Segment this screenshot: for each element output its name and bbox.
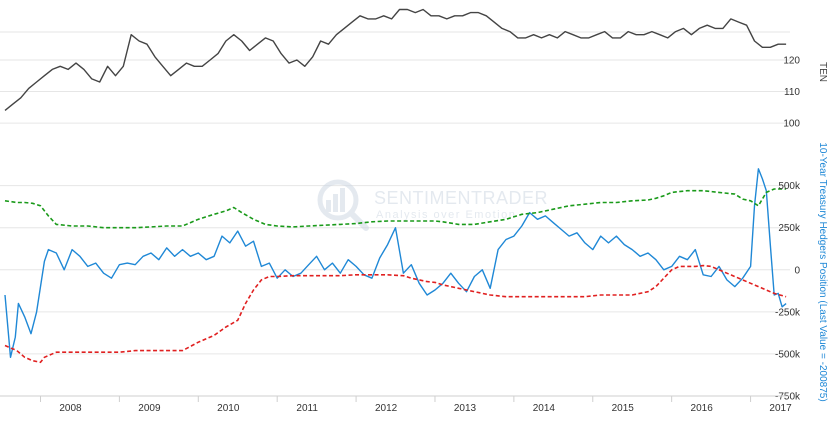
top-tick-label: 120 <box>783 55 800 66</box>
x-tick-label: 2009 <box>138 403 161 414</box>
watermark-logo-icon <box>317 179 369 231</box>
top-series-ten <box>4 8 787 111</box>
bottom-tick-label: 250k <box>778 223 801 234</box>
watermark-title: SENTIMENTRADER <box>374 188 548 208</box>
x-tick-label: 2011 <box>296 403 318 414</box>
bottom-tick-label: 500k <box>778 181 801 192</box>
top-tick-label: 110 <box>784 87 800 98</box>
x-tick-label: 2012 <box>375 403 398 414</box>
watermark: SENTIMENTRADER Analysis over Emotion <box>317 179 548 231</box>
bottom-tick-label: -500k <box>775 349 801 360</box>
bottom-tick-label: -250k <box>775 307 801 318</box>
bottom-tick-label: 0 <box>794 265 800 276</box>
top-axis-title: TEN <box>817 62 828 82</box>
bottom-series-upper-band <box>4 188 787 229</box>
x-tick-label: 2016 <box>691 403 714 414</box>
bottom-tick-label: -750k <box>775 392 801 403</box>
x-tick-label: 2017 <box>769 403 792 414</box>
bottom-series-hedgers <box>4 168 787 358</box>
bottom-axis-title: 10-Year Treasury Hedgers Position (Last … <box>817 142 828 401</box>
series-layer <box>4 8 787 364</box>
x-tick-label: 2015 <box>612 403 635 414</box>
x-tick-label: 2014 <box>533 403 556 414</box>
x-tick-label: 2013 <box>454 403 477 414</box>
x-tick-label: 2008 <box>59 403 82 414</box>
watermark-subtitle: Analysis over Emotion <box>376 209 516 221</box>
x-tick-label: 2010 <box>217 403 240 414</box>
axis-layer: 100 110 120 -750k -500k -250k 0 250k 500k 2008 200… <box>0 55 801 414</box>
bottom-series-lower-band <box>4 264 787 364</box>
top-tick-label: 100 <box>783 119 800 130</box>
